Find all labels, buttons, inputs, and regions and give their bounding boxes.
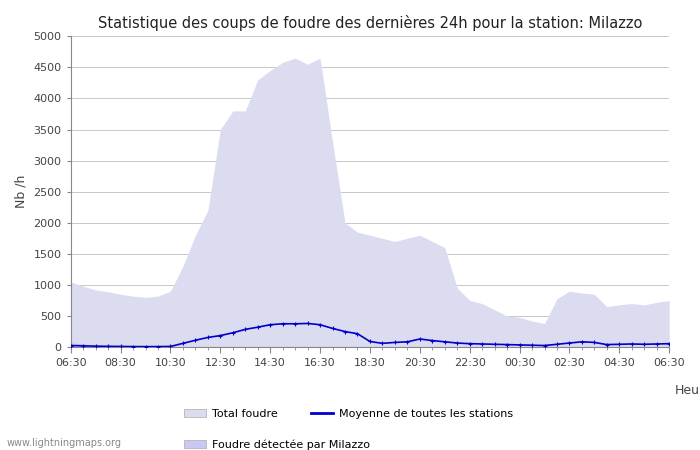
Legend: Foudre détectée par Milazzo: Foudre détectée par Milazzo: [184, 440, 370, 450]
Title: Statistique des coups de foudre des dernières 24h pour la station: Milazzo: Statistique des coups de foudre des dern…: [98, 15, 642, 31]
Y-axis label: Nb /h: Nb /h: [15, 175, 28, 208]
Text: Heure: Heure: [676, 384, 700, 397]
Text: www.lightningmaps.org: www.lightningmaps.org: [7, 438, 122, 448]
